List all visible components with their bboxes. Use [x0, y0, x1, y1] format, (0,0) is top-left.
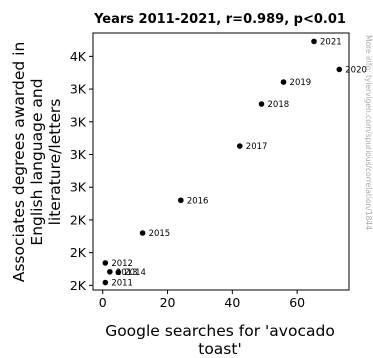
y-tick-label: 2K	[70, 278, 87, 293]
data-point-label-2021: 2021	[320, 37, 342, 47]
source-credit: More info: tylervigen.com/spurious/corre…	[364, 35, 373, 230]
chart-title: Years 2011-2021, r=0.989, p<0.01	[93, 12, 346, 27]
data-point-2018	[258, 101, 265, 107]
y-axis-ticks: 2K 2K 2K 3K 3K 3K 3K 4K	[70, 49, 93, 293]
x-axis-label-line-1: Google searches for 'avocado	[105, 322, 335, 340]
y-tick-label: 3K	[70, 180, 87, 195]
data-point-label-2013: 2013	[116, 268, 138, 278]
data-point-2013	[107, 268, 113, 275]
y-tick-label: 3K	[70, 82, 87, 97]
x-tick-label: 60	[289, 295, 305, 310]
data-point-label-2020: 2020	[345, 65, 367, 75]
data-point-label-2012: 2012	[111, 259, 133, 269]
y-axis-label-line-1: Associates degrees awarded in	[10, 42, 28, 283]
data-point-2014	[115, 269, 122, 276]
data-point-2016	[178, 197, 184, 204]
x-tick-label: 40	[224, 295, 240, 310]
data-point-label-2011: 2011	[111, 279, 133, 289]
y-tick-label: 2K	[70, 245, 87, 260]
plot-area-frame	[92, 32, 350, 291]
y-axis-label: Associates degrees awarded in English la…	[10, 42, 64, 283]
x-axis-label-line-2: toast'	[198, 340, 241, 358]
data-point-2017	[236, 143, 243, 149]
x-tick-label: 0	[99, 295, 107, 310]
y-tick-label: 2K	[70, 212, 87, 227]
x-axis-ticks: 0 20 40 60	[99, 290, 305, 310]
data-point-2020	[336, 66, 343, 73]
data-point-label-2014: 2014	[124, 268, 146, 278]
y-axis-label-line-2: English language and	[28, 78, 46, 245]
y-tick-label: 3K	[70, 147, 87, 162]
data-point-label-2015: 2015	[149, 229, 171, 239]
data-point-2011	[102, 279, 109, 286]
data-point-label-2017: 2017	[246, 142, 268, 152]
data-point-label-2018: 2018	[268, 100, 290, 110]
data-point-2012	[102, 260, 109, 266]
y-axis-label-line-3: literature/letters	[46, 99, 64, 226]
data-point-label-2019: 2019	[290, 78, 312, 88]
y-tick-label: 3K	[70, 114, 87, 129]
data-point-2019	[280, 79, 287, 85]
data-point-2021	[311, 38, 317, 45]
data-point-label-2016: 2016	[187, 196, 209, 206]
data-point-2015	[139, 230, 146, 236]
x-tick-label: 20	[160, 295, 176, 310]
y-tick-label: 4K	[70, 49, 87, 64]
